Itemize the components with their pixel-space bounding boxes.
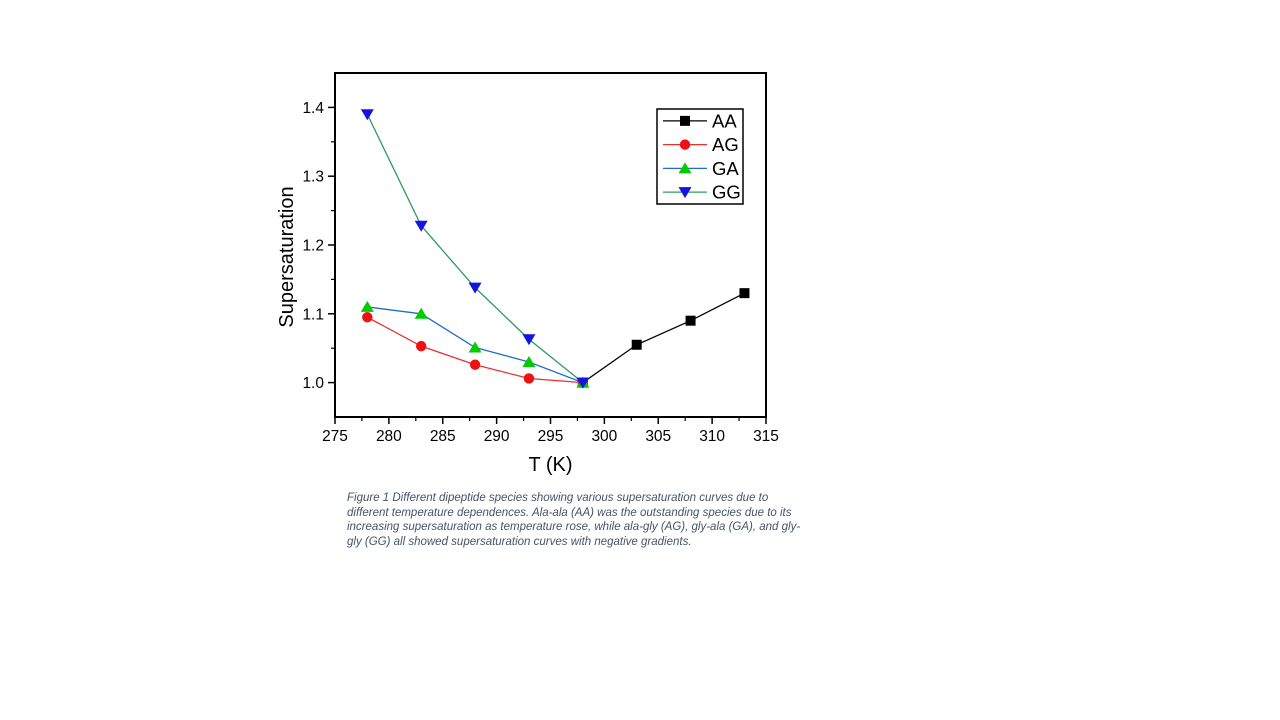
x-tick-label: 275 bbox=[322, 428, 348, 445]
caption-line-4: gly (GG) all showed supersaturation curv… bbox=[347, 535, 692, 548]
x-tick-label: 315 bbox=[753, 428, 779, 445]
legend: AA AG GA GG bbox=[656, 108, 744, 205]
figure-caption: Figure 1 Different dipeptide species sho… bbox=[347, 491, 817, 549]
x-tick-label: 290 bbox=[484, 428, 510, 445]
caption-line-2: different temperature dependences. Ala-a… bbox=[347, 506, 792, 519]
legend-label: AA bbox=[712, 110, 737, 131]
legend-entry-AG: AG bbox=[663, 134, 739, 155]
y-tick-label: 1.0 bbox=[302, 375, 324, 392]
legend-label: GA bbox=[712, 158, 739, 179]
x-tick-label: 300 bbox=[591, 428, 617, 445]
y-tick-label: 1.4 bbox=[302, 100, 324, 117]
x-tick-label: 305 bbox=[645, 428, 671, 445]
series-AA bbox=[577, 288, 750, 388]
x-tick-label: 285 bbox=[430, 428, 456, 445]
caption-line-3: increasing supersaturation as temperatur… bbox=[347, 521, 801, 534]
series-GG bbox=[360, 109, 590, 389]
legend-entry-GA: GA bbox=[663, 158, 739, 179]
y-tick-label: 1.3 bbox=[302, 169, 324, 186]
x-axis: 275 280 285 290 295 300 305 310 315 T (K) bbox=[322, 417, 779, 476]
y-tick-label: 1.2 bbox=[302, 238, 324, 255]
y-axis: 1.0 1.1 1.2 1.3 1.4 Supersaturation bbox=[276, 100, 335, 392]
series-GA bbox=[360, 300, 590, 388]
legend-entry-GG: GG bbox=[663, 182, 741, 203]
x-axis-title: T (K) bbox=[528, 454, 572, 476]
x-tick-label: 280 bbox=[376, 428, 402, 445]
legend-label: AG bbox=[712, 134, 739, 155]
y-tick-label: 1.1 bbox=[302, 306, 324, 323]
x-tick-label: 310 bbox=[699, 428, 725, 445]
x-tick-label: 295 bbox=[538, 428, 564, 445]
y-axis-title: Supersaturation bbox=[276, 186, 298, 327]
legend-label: GG bbox=[712, 182, 741, 203]
caption-line-1: Figure 1 Different dipeptide species sho… bbox=[347, 492, 769, 504]
legend-entry-AA: AA bbox=[663, 110, 737, 131]
